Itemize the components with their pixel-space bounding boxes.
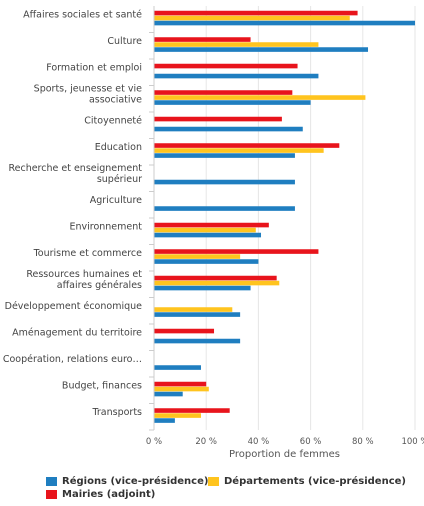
bar-departements xyxy=(154,386,209,392)
bar-departements xyxy=(154,148,324,153)
legend-swatch-departements xyxy=(208,477,219,486)
x-tick-label: 60 % xyxy=(300,437,322,447)
category-label: Affaires sociales et santé xyxy=(23,9,142,20)
category-label: Tourisme et commerce xyxy=(33,248,143,259)
bar-departements xyxy=(154,95,366,100)
category-label: Formation et emploi xyxy=(46,62,142,73)
legend-swatch-mairies xyxy=(46,490,57,499)
legend-label-departements: Départements (vice-présidence) xyxy=(224,476,406,487)
category-label: Education xyxy=(95,142,142,153)
bar-regions xyxy=(154,100,311,105)
category-label: Recherche et enseignement supérieur xyxy=(8,163,142,185)
bar-mairies xyxy=(154,90,293,95)
x-tick-label: 20 % xyxy=(195,437,217,447)
bar-regions xyxy=(154,179,295,185)
bar-mairies xyxy=(154,143,340,148)
legend-label-mairies: Mairies (adjoint) xyxy=(62,489,156,500)
category-label: Agriculture xyxy=(90,195,142,206)
bar-regions xyxy=(154,312,241,317)
category-label: Citoyenneté xyxy=(84,115,142,126)
category-label: Développement économique xyxy=(5,301,143,312)
bar-departements xyxy=(154,254,241,259)
bar-mairies xyxy=(154,222,269,228)
x-axis-title: Proportion de femmes xyxy=(229,449,340,460)
legend-item-departements[interactable]: Départements (vice-présidence) xyxy=(208,476,406,487)
category-label: Budget, finances xyxy=(62,380,142,391)
legend-label-regions: Régions (vice-présidence) xyxy=(62,476,209,487)
bar-mairies xyxy=(154,37,251,42)
bar-regions xyxy=(154,20,415,26)
category-label: Coopération, relations euro… xyxy=(3,354,142,365)
legend-item-regions[interactable]: Régions (vice-présidence) xyxy=(46,476,208,487)
bar-departements xyxy=(154,307,233,312)
bar-regions xyxy=(154,47,369,52)
bar-departements xyxy=(154,42,319,47)
bar-regions xyxy=(154,259,259,264)
bar-regions xyxy=(154,391,183,397)
bar-departements xyxy=(154,413,201,418)
x-tick-label: 0 % xyxy=(146,437,162,447)
category-label: Culture xyxy=(107,36,142,47)
legend-item-mairies[interactable]: Mairies (adjoint) xyxy=(46,489,155,500)
category-label: Aménagement du territoire xyxy=(12,327,142,338)
bar-regions xyxy=(154,206,295,211)
bar-regions xyxy=(154,73,319,79)
x-tick-label: 100 % xyxy=(401,437,424,447)
bar-regions xyxy=(154,126,303,132)
x-tick-label: 80 % xyxy=(352,437,374,447)
bar-mairies xyxy=(154,408,230,413)
legend-swatch-regions xyxy=(46,477,57,486)
bar-mairies xyxy=(154,275,277,281)
category-label: Ressources humaines et affaires générales xyxy=(26,269,142,291)
bar-mairies xyxy=(154,63,298,69)
bar-mairies xyxy=(154,381,207,387)
bar-regions xyxy=(154,153,295,158)
bar-departements xyxy=(154,227,256,233)
bar-departements xyxy=(154,280,280,286)
bar-departements xyxy=(154,15,350,21)
category-label: Sports, jeunesse et vie associative xyxy=(34,83,142,105)
bar-regions xyxy=(154,365,201,370)
bar-mairies xyxy=(154,328,215,334)
bar-regions xyxy=(154,232,262,238)
bar-regions xyxy=(154,418,175,423)
bar-mairies xyxy=(154,249,319,254)
bar-mairies xyxy=(154,116,282,122)
category-label: Environnement xyxy=(69,221,142,232)
x-tick-label: 40 % xyxy=(248,437,270,447)
bar-regions xyxy=(154,338,241,344)
bar-regions xyxy=(154,285,251,291)
bar-mairies xyxy=(154,10,358,16)
category-label: Transports xyxy=(91,407,142,418)
